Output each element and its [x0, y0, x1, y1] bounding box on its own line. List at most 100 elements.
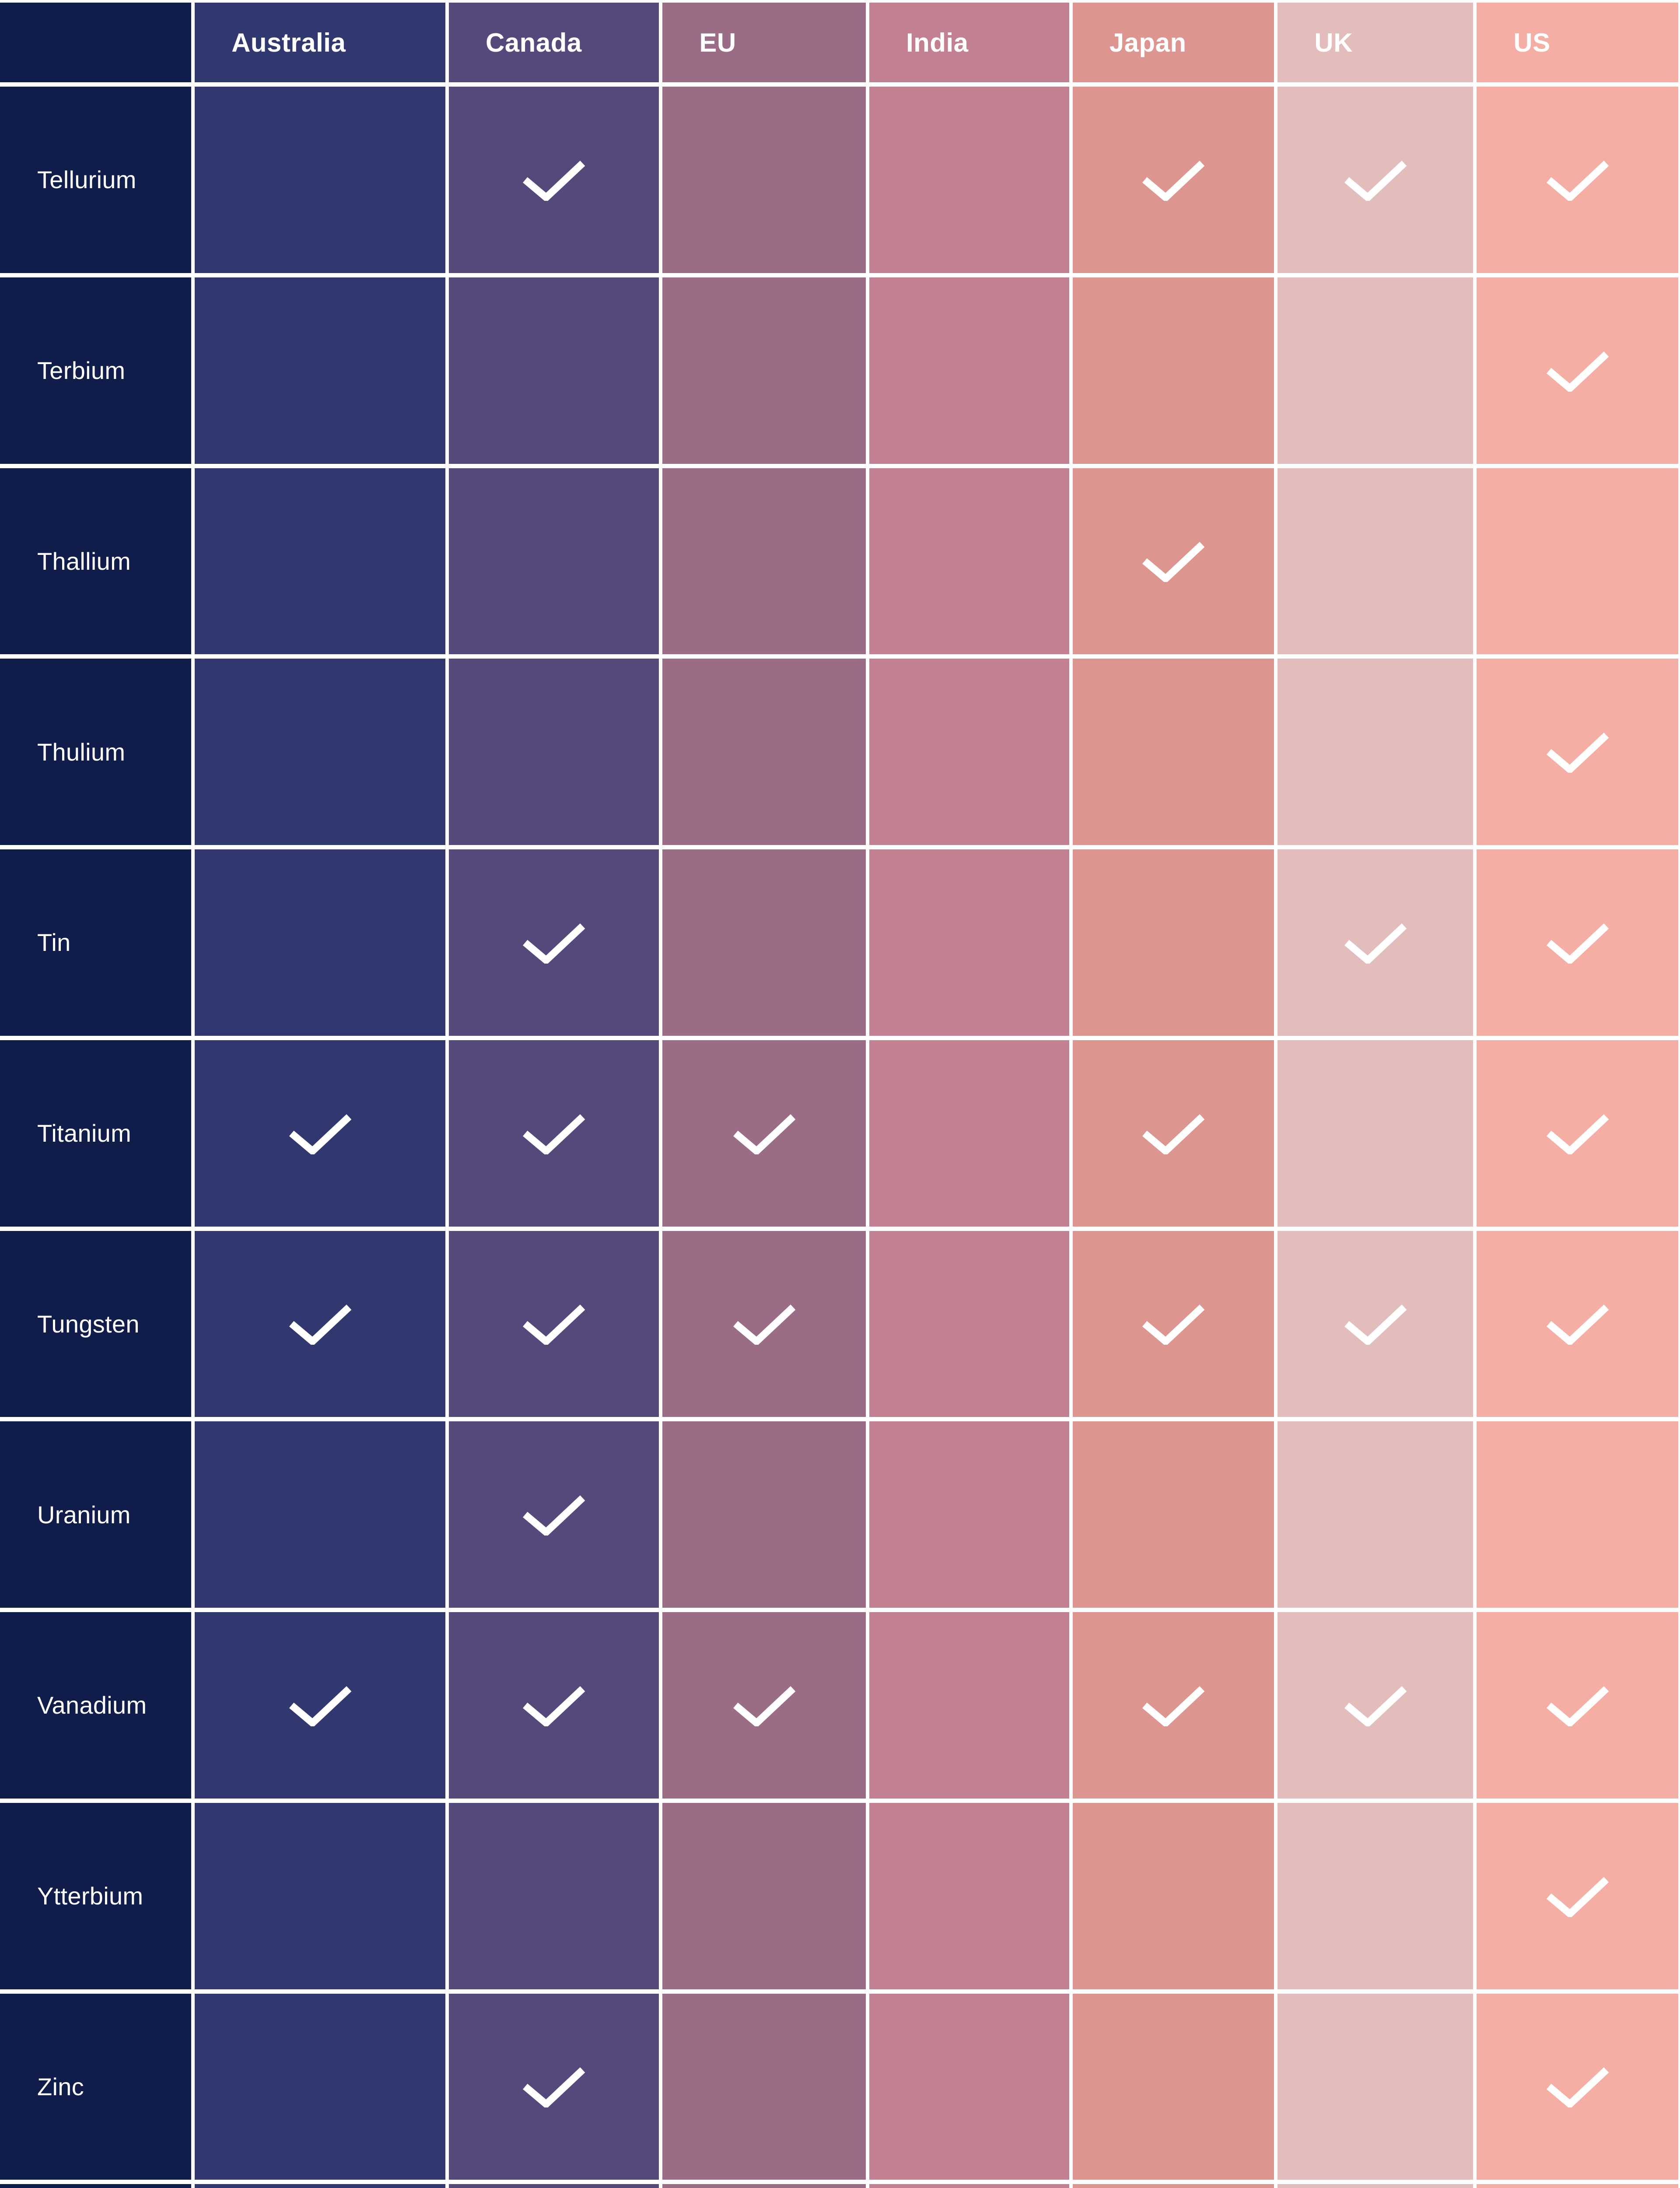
column-header-japan: Japan [1072, 3, 1274, 82]
row-label-text: Vanadium [37, 1691, 147, 1719]
cell-terbium-india [869, 277, 1069, 464]
cell-ytterbium-india [869, 1802, 1069, 1989]
check-icon [523, 1686, 585, 1726]
cell-uranium-eu [662, 1421, 866, 1608]
row-label-thulium: Thulium [0, 659, 192, 845]
check-icon [1546, 733, 1609, 773]
cell-tungsten-uk [1278, 1231, 1474, 1417]
column-header-label: India [906, 28, 969, 57]
cell-thallium-japan [1072, 468, 1274, 655]
cell-thulium-india [869, 659, 1069, 845]
cell-terbium-canada [448, 277, 659, 464]
row-label-text: Uranium [37, 1501, 131, 1529]
cell-ytterbium-australia [195, 1802, 445, 1989]
cell-thallium-eu [662, 468, 866, 655]
cell-titanium-japan [1072, 1040, 1274, 1227]
check-icon [1546, 351, 1609, 392]
cell-zirconium-eu [662, 2184, 866, 2188]
cell-thallium-us [1477, 468, 1678, 655]
check-icon [733, 1304, 795, 1345]
check-icon [733, 1114, 795, 1154]
cell-terbium-australia [195, 277, 445, 464]
row-label-thallium: Thallium [0, 468, 192, 655]
row-label-zinc: Zinc [0, 1993, 192, 2180]
row-label-uranium: Uranium [0, 1421, 192, 1608]
cell-titanium-uk [1278, 1040, 1474, 1227]
cell-thulium-australia [195, 659, 445, 845]
cell-terbium-us [1477, 277, 1678, 464]
cell-zirconium-uk [1278, 2184, 1474, 2188]
row-label-tin: Tin [0, 849, 192, 1036]
column-header-label: Japan [1109, 28, 1186, 57]
cell-zirconium-japan [1072, 2184, 1274, 2188]
row-label-text: Ytterbium [37, 1882, 144, 1910]
cell-tellurium-canada [448, 87, 659, 273]
cell-tin-india [869, 849, 1069, 1036]
check-icon [1546, 1114, 1609, 1154]
cell-thulium-eu [662, 659, 866, 845]
check-icon [523, 923, 585, 964]
row-label-terbium: Terbium [0, 277, 192, 464]
cell-tin-us [1477, 849, 1678, 1036]
cell-tin-uk [1278, 849, 1474, 1036]
check-icon [1142, 1686, 1205, 1726]
cell-tellurium-uk [1278, 87, 1474, 273]
cell-zirconium-canada [448, 2184, 659, 2188]
cell-uranium-uk [1278, 1421, 1474, 1608]
cell-vanadium-india [869, 1612, 1069, 1799]
corner-cell [0, 3, 192, 82]
cell-tellurium-eu [662, 87, 866, 273]
check-icon [1142, 160, 1205, 201]
cell-zinc-australia [195, 1993, 445, 2180]
cell-uranium-india [869, 1421, 1069, 1608]
cell-thulium-canada [448, 659, 659, 845]
cell-thallium-canada [448, 468, 659, 655]
cell-thallium-uk [1278, 468, 1474, 655]
row-label-text: Titanium [37, 1119, 132, 1147]
check-icon [523, 1114, 585, 1154]
cell-tin-eu [662, 849, 866, 1036]
cell-ytterbium-uk [1278, 1802, 1474, 1989]
row-label-zirconium: Zirconium [0, 2184, 192, 2188]
cell-tellurium-india [869, 87, 1069, 273]
row-label-titanium: Titanium [0, 1040, 192, 1227]
check-icon [1344, 923, 1407, 964]
check-icon [1546, 2067, 1609, 2108]
column-header-us: US [1477, 3, 1678, 82]
cell-tungsten-australia [195, 1231, 445, 1417]
cell-vanadium-uk [1278, 1612, 1474, 1799]
cell-tungsten-japan [1072, 1231, 1274, 1417]
check-icon [1546, 160, 1609, 201]
check-icon [289, 1114, 351, 1154]
cell-vanadium-us [1477, 1612, 1678, 1799]
check-icon [1344, 160, 1407, 201]
cell-tin-australia [195, 849, 445, 1036]
cell-tellurium-australia [195, 87, 445, 273]
cell-vanadium-japan [1072, 1612, 1274, 1799]
check-icon [1546, 1304, 1609, 1345]
column-header-uk: UK [1278, 3, 1474, 82]
cell-ytterbium-canada [448, 1802, 659, 1989]
cell-uranium-japan [1072, 1421, 1274, 1608]
row-label-text: Zinc [37, 2072, 84, 2100]
column-header-india: India [869, 3, 1069, 82]
cell-tin-canada [448, 849, 659, 1036]
row-label-text: Tellurium [37, 166, 136, 194]
cell-terbium-uk [1278, 277, 1474, 464]
cell-zinc-canada [448, 1993, 659, 2180]
check-icon [523, 1304, 585, 1345]
cell-vanadium-canada [448, 1612, 659, 1799]
check-icon [1546, 1876, 1609, 1917]
row-label-vanadium: Vanadium [0, 1612, 192, 1799]
cell-titanium-india [869, 1040, 1069, 1227]
cell-tellurium-us [1477, 87, 1678, 273]
cell-zirconium-australia [195, 2184, 445, 2188]
cell-ytterbium-japan [1072, 1802, 1274, 1989]
cell-zinc-uk [1278, 1993, 1474, 2180]
check-icon [1546, 1686, 1609, 1726]
cell-vanadium-australia [195, 1612, 445, 1799]
cell-thallium-india [869, 468, 1069, 655]
column-header-label: Canada [485, 28, 582, 57]
row-label-ytterbium: Ytterbium [0, 1802, 192, 1989]
